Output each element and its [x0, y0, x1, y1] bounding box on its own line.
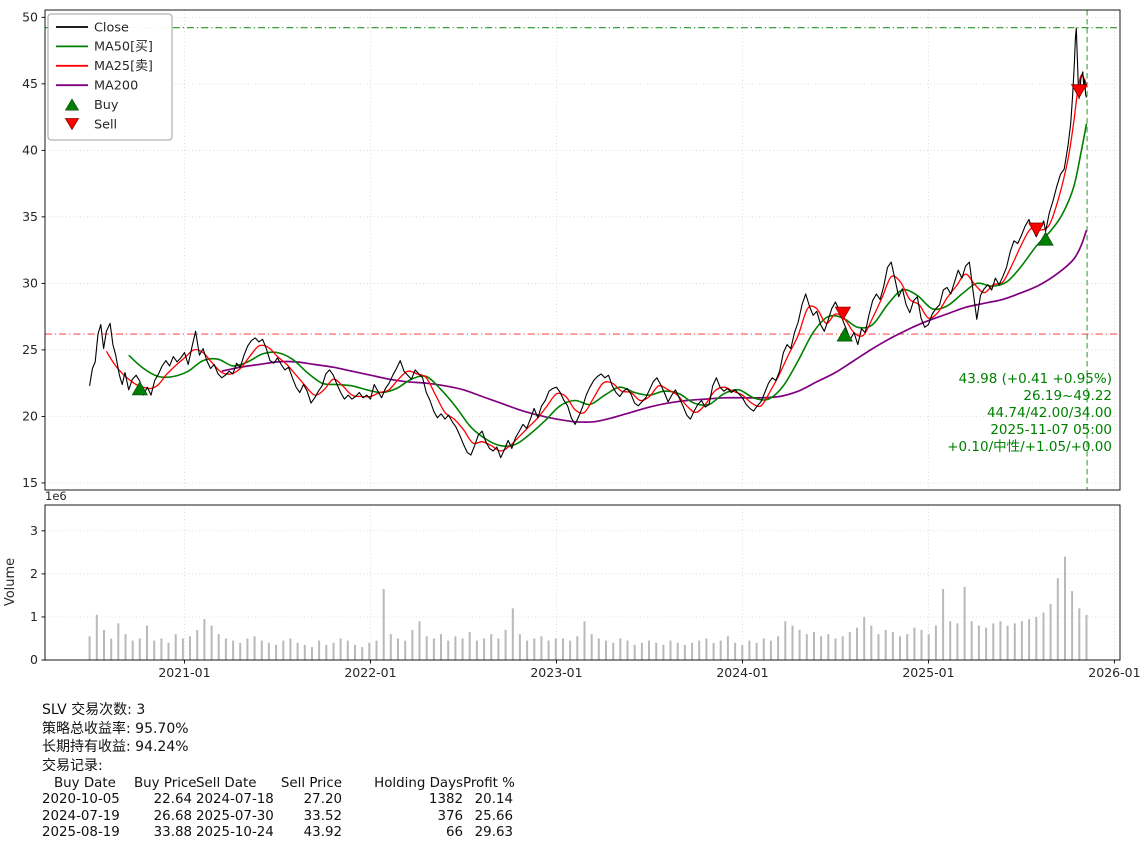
trade-record-cell: 2025-08-19: [42, 824, 120, 840]
stock-chart-figure: 43.98 (+0.41 +0.95%) 26.19~49.22 44.74/42.…: [3, 9, 1141, 680]
trade-record-row: 2025-08-19 33.88 2025-10-24 43.92 66 29.63: [42, 825, 1145, 841]
trade-record-cell: 29.63: [474, 824, 513, 840]
trade-record-cell: 25.66: [474, 808, 513, 824]
x-axis-labels: 2021-01 2022-01 2023-01 2024-01 2025-01 2026-…: [158, 660, 1141, 680]
legend-item-sell: Sell: [64, 117, 117, 132]
svg-text:Close: Close: [94, 20, 129, 35]
svg-text:2026-01: 2026-01: [1088, 665, 1140, 680]
ma50-line: [128, 123, 1088, 448]
ma200-line: [221, 229, 1088, 424]
trade-record-row: 2020-10-05 22.64 2024-07-18 27.20 1382 20.14: [42, 792, 1145, 808]
trades-header-cell: Sell Price: [280, 776, 342, 791]
svg-text:2025-11-07 05:00: 2025-11-07 05:00: [990, 422, 1112, 438]
trades-header-cell: Sell Date: [196, 776, 257, 791]
buy-markers: [131, 231, 1054, 396]
svg-text:MA25[卖]: MA25[卖]: [94, 59, 153, 74]
svg-text:2: 2: [30, 566, 38, 581]
trade-record-cell: 43.92: [303, 824, 342, 840]
svg-text:20: 20: [22, 409, 38, 424]
svg-text:2025-01: 2025-01: [902, 665, 954, 680]
svg-text:3: 3: [30, 523, 38, 538]
legend-item-buy: Buy: [64, 98, 119, 113]
svg-text:44.74/42.00/34.00: 44.74/42.00/34.00: [987, 405, 1112, 421]
trade-record-cell: 2024-07-18: [196, 792, 274, 808]
trade-record-cell: 27.20: [303, 792, 342, 808]
legend: Close MA50[买] MA25[卖] MA200 Buy Sell: [47, 13, 173, 141]
trade-record-cell: 33.52: [303, 808, 342, 824]
trade-record-cell: 22.64: [153, 792, 192, 808]
svg-text:43.98 (+0.41 +0.95%): 43.98 (+0.41 +0.95%): [959, 371, 1112, 387]
ma25-line: [105, 74, 1088, 452]
legend-item-close: Close: [56, 20, 129, 35]
svg-text:MA200: MA200: [94, 79, 138, 94]
trade-record-cell: 376: [437, 808, 463, 824]
trades-header-cell: Profit %: [463, 776, 515, 791]
legend-item-ma200: MA200: [56, 79, 138, 94]
svg-text:2023-01: 2023-01: [530, 665, 582, 680]
price-annotation: 43.98 (+0.41 +0.95%)26.19~49.2244.74/42.…: [947, 371, 1112, 455]
trade-record-cell: 20.14: [474, 792, 513, 808]
svg-text:25: 25: [22, 342, 38, 357]
legend-item-ma50: MA50[买]: [56, 40, 153, 55]
close-line: [89, 27, 1088, 459]
legend-item-ma25: MA25[卖]: [56, 59, 153, 74]
slv-strategy-chart: 43.98 (+0.41 +0.95%)26.19~49.2244.74/42.…: [3, 9, 1141, 680]
svg-text:35: 35: [22, 209, 38, 224]
stats-hold-return: 长期持有收益: 94.24%: [42, 739, 189, 755]
strategy-stats: SLV 交易次数: 3 策略总收益率: 95.70% 长期持有收益: 94.24…: [42, 701, 1145, 841]
trade-record-cell: 2025-07-30: [196, 808, 274, 824]
trades-header-cell: Buy Date: [54, 776, 116, 791]
stats-strategy-return: 策略总收益率: 95.70%: [42, 720, 189, 737]
trade-record-cell: 33.88: [153, 824, 192, 840]
trade-record-cell: 2025-10-24: [196, 824, 274, 840]
svg-text:26.19~49.22: 26.19~49.22: [1023, 388, 1112, 404]
svg-text:45: 45: [22, 76, 38, 91]
volume-offset-label: 1e6: [45, 489, 67, 503]
svg-text:50: 50: [22, 10, 38, 25]
svg-text:2024-01: 2024-01: [716, 665, 768, 680]
svg-text:+0.10/中性/+1.05/+0.00: +0.10/中性/+1.05/+0.00: [947, 439, 1112, 455]
svg-text:1: 1: [30, 609, 38, 624]
grid-lines: [45, 10, 1120, 661]
svg-text:Volume: Volume: [3, 558, 18, 606]
trades-table: Buy Date Buy Price Sell Date Sell Price Hold…: [42, 776, 1145, 841]
trade-record-cell: 2020-10-05: [42, 792, 120, 808]
svg-text:Buy: Buy: [94, 98, 119, 113]
trades-header-row: Buy Date Buy Price Sell Date Sell Price Hold…: [42, 776, 1145, 792]
volume-y-axis-labels: 0 1 2 3: [30, 523, 45, 667]
axes-spines: [44, 9, 1121, 661]
svg-text:Sell: Sell: [94, 117, 117, 132]
svg-text:2022-01: 2022-01: [344, 665, 396, 680]
price-y-axis-labels: 15 20 25 30 35 40 45 50: [22, 10, 45, 490]
trades-header-cell: Holding Days: [374, 776, 463, 791]
trade-record-cell: 66: [445, 824, 463, 840]
trade-record-row: 2024-07-19 26.68 2025-07-30 33.52 376 25.66: [42, 809, 1145, 825]
svg-text:0: 0: [30, 652, 38, 667]
svg-text:MA50[买]: MA50[买]: [94, 40, 153, 55]
trades-header-cell: Buy Price: [134, 776, 197, 791]
reference-lines: [45, 10, 1120, 490]
stats-records-title: 交易记录:: [42, 757, 103, 774]
trade-record-cell: 1382: [428, 792, 463, 808]
svg-text:40: 40: [22, 143, 38, 158]
stats-trade-count: SLV 交易次数: 3: [42, 702, 146, 718]
trade-record-cell: 26.68: [153, 808, 192, 824]
svg-text:30: 30: [22, 276, 38, 291]
svg-text:1e6: 1e6: [45, 489, 67, 503]
sell-markers: [834, 84, 1088, 321]
svg-text:2021-01: 2021-01: [158, 665, 210, 680]
volume-ylabel: Volume: [3, 558, 18, 606]
svg-text:15: 15: [22, 475, 38, 490]
trade-record-cell: 2024-07-19: [42, 808, 120, 824]
volume-bars: [88, 556, 1088, 661]
